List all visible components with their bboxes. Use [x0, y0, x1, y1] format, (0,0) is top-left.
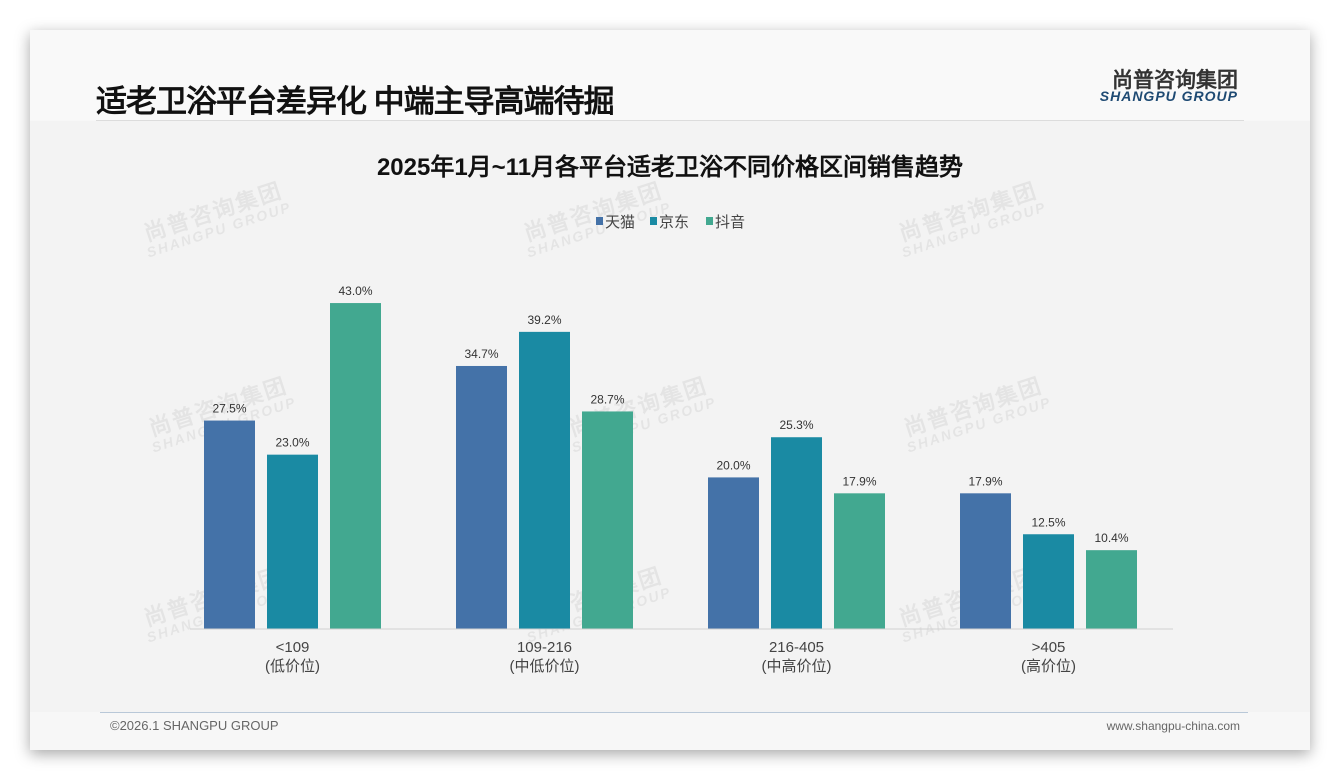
legend-label: 抖音: [715, 214, 745, 231]
data-label: 34.7%: [464, 347, 498, 361]
header-divider: [96, 120, 1244, 121]
x-tick-label: <109: [276, 639, 310, 656]
legend: 天猫 京东 抖音: [596, 214, 745, 231]
bar: [1086, 550, 1137, 629]
legend-swatch: [706, 217, 713, 225]
header: [30, 30, 1310, 120]
x-tick-label: >405: [1032, 639, 1066, 656]
legend-swatch: [596, 217, 603, 225]
x-tick-label: 109-216: [517, 639, 572, 656]
data-label: 28.7%: [590, 392, 624, 406]
bar: [204, 420, 255, 629]
footer-divider: [100, 712, 1248, 713]
logo-chinese: 尚普咨询集团: [1112, 69, 1238, 92]
footer-copyright: ©2026.1 SHANGPU GROUP: [110, 718, 279, 733]
data-label: 12.5%: [1031, 515, 1065, 529]
x-tick-sublabel: (高价位): [1021, 658, 1076, 675]
legend-swatch: [650, 217, 657, 225]
bar: [708, 477, 759, 629]
page-title: 适老卫浴平台差异化 中端主导高端待掘: [96, 84, 615, 119]
bar: [267, 454, 318, 629]
bar: [330, 303, 381, 629]
x-tick-label: 216-405: [769, 639, 824, 656]
data-label: 10.4%: [1094, 531, 1128, 545]
x-tick-sublabel: (中高价位): [762, 658, 832, 675]
legend-label: 天猫: [605, 214, 635, 231]
logo-english: SHANGPU GROUP: [1099, 88, 1238, 104]
bar: [519, 331, 570, 629]
chart-title: 2025年1月~11月各平台适老卫浴不同价格区间销售趋势: [377, 153, 963, 181]
data-label: 39.2%: [527, 313, 561, 327]
bar: [456, 365, 507, 629]
legend-label: 京东: [659, 214, 689, 231]
data-label: 23.0%: [275, 436, 309, 450]
data-label: 20.0%: [716, 458, 750, 472]
data-label: 17.9%: [842, 474, 876, 488]
data-label: 25.3%: [779, 418, 813, 432]
data-label: 27.5%: [212, 402, 246, 416]
bar: [960, 493, 1011, 629]
footer-website: www.shangpu-china.com: [1106, 719, 1240, 733]
x-tick-sublabel: (低价位): [265, 658, 320, 675]
bar: [834, 493, 885, 629]
bar: [771, 437, 822, 629]
data-label: 43.0%: [338, 284, 372, 298]
x-tick-sublabel: (中低价位): [510, 658, 580, 675]
bar: [582, 411, 633, 629]
data-label: 17.9%: [968, 474, 1002, 488]
bar: [1023, 534, 1074, 629]
